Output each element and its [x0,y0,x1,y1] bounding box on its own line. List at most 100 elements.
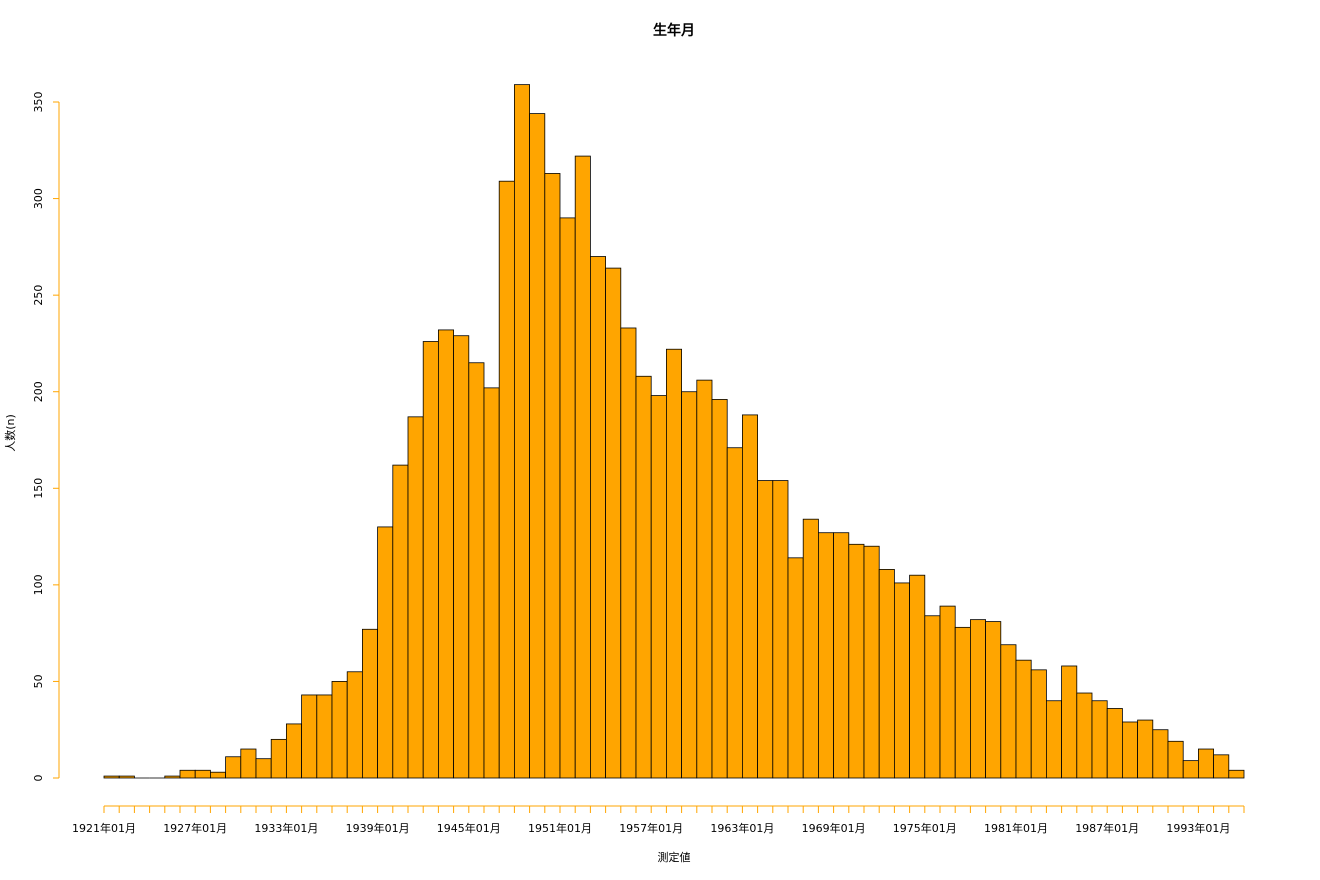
bar [164,775,181,779]
x-tick-label: 1927年01月 [163,821,227,835]
bar [650,395,667,779]
bar [468,362,485,779]
bar [620,327,637,779]
bar [225,756,242,779]
x-axis: 1921年01月 1927年01月 1933年01月 1939年01月 1945年01月… [72,805,1245,835]
y-axis: 0 50 100 150 200 250 300 350 [32,92,60,782]
bar [878,569,895,779]
y-tick-label: 200 [32,381,45,402]
x-tick-label: 1969年01月 [802,821,866,835]
bar [392,464,409,779]
bar [605,267,622,779]
bar [711,399,728,779]
bar [346,671,363,779]
bar [1046,700,1063,779]
bar [240,748,257,779]
bar [422,341,439,779]
bar [954,626,971,779]
bar [1228,769,1245,779]
bar [1030,669,1047,779]
bar [924,615,941,779]
y-tick-label: 50 [32,674,45,688]
bar [742,414,759,779]
bar [103,775,120,779]
y-tick-label: 300 [32,188,45,209]
bar [772,480,789,779]
bar [270,738,287,779]
x-axis-label: 測定値 [658,850,691,864]
chart-title: 生年月 [653,22,695,39]
x-tick-label: 1987年01月 [1075,821,1139,835]
bar [514,84,531,779]
y-tick-label: 100 [32,574,45,595]
bar [848,543,865,779]
bar [301,694,318,779]
bar [361,628,378,779]
bar [909,574,926,779]
bar [818,532,835,779]
x-tick-label: 1993年01月 [1166,821,1230,835]
bars-group [103,84,1245,779]
bar [1061,665,1078,779]
bar [757,480,774,779]
bar [453,335,470,779]
x-tick-label: 1939年01月 [346,821,410,835]
bar [316,694,333,779]
bar [118,775,135,779]
bar [590,256,607,779]
x-tick-label: 1963年01月 [710,821,774,835]
bar [194,769,211,779]
bar [1106,708,1123,779]
x-tick-label: 1951年01月 [528,821,592,835]
bar [1182,760,1199,779]
y-tick-label: 0 [32,775,45,782]
y-tick-label: 150 [32,478,45,499]
bar [559,217,576,779]
bar [437,329,454,779]
bar [666,348,683,779]
bar [544,173,561,779]
bar [574,155,591,779]
bar [1213,754,1230,779]
bar [255,758,272,779]
x-tick-label: 1975年01月 [893,821,957,835]
x-tick-label: 1945年01月 [437,821,501,835]
x-tick-label: 1981年01月 [984,821,1048,835]
bar [1137,719,1154,779]
bar [209,771,226,779]
x-tick-label: 1933年01月 [254,821,318,835]
bar [985,621,1002,779]
x-tick-label: 1921年01月 [72,821,136,835]
bar [1015,659,1032,779]
bar [681,391,698,779]
bar [1000,644,1017,779]
y-tick-label: 350 [32,92,45,113]
y-axis-label: 人数(n) [4,414,17,452]
bar [726,447,743,779]
bar [285,723,302,779]
bar [939,605,956,779]
bar [635,375,652,779]
bar [1091,700,1108,779]
bar [407,416,424,779]
bar [331,681,348,779]
bar [894,582,911,779]
bar [833,532,850,779]
bar [377,526,394,779]
bar [802,518,819,779]
bar [1152,729,1169,779]
bar [1167,740,1184,779]
bar [1122,721,1139,779]
bar [787,557,804,779]
x-tick-label: 1957年01月 [619,821,683,835]
bar [483,387,500,779]
bar [529,113,546,779]
bar [696,379,713,779]
y-tick-label: 250 [32,285,45,306]
bar [179,769,196,779]
bar [498,180,515,779]
bar [1198,748,1215,779]
bar [970,619,987,779]
bar [863,545,880,779]
